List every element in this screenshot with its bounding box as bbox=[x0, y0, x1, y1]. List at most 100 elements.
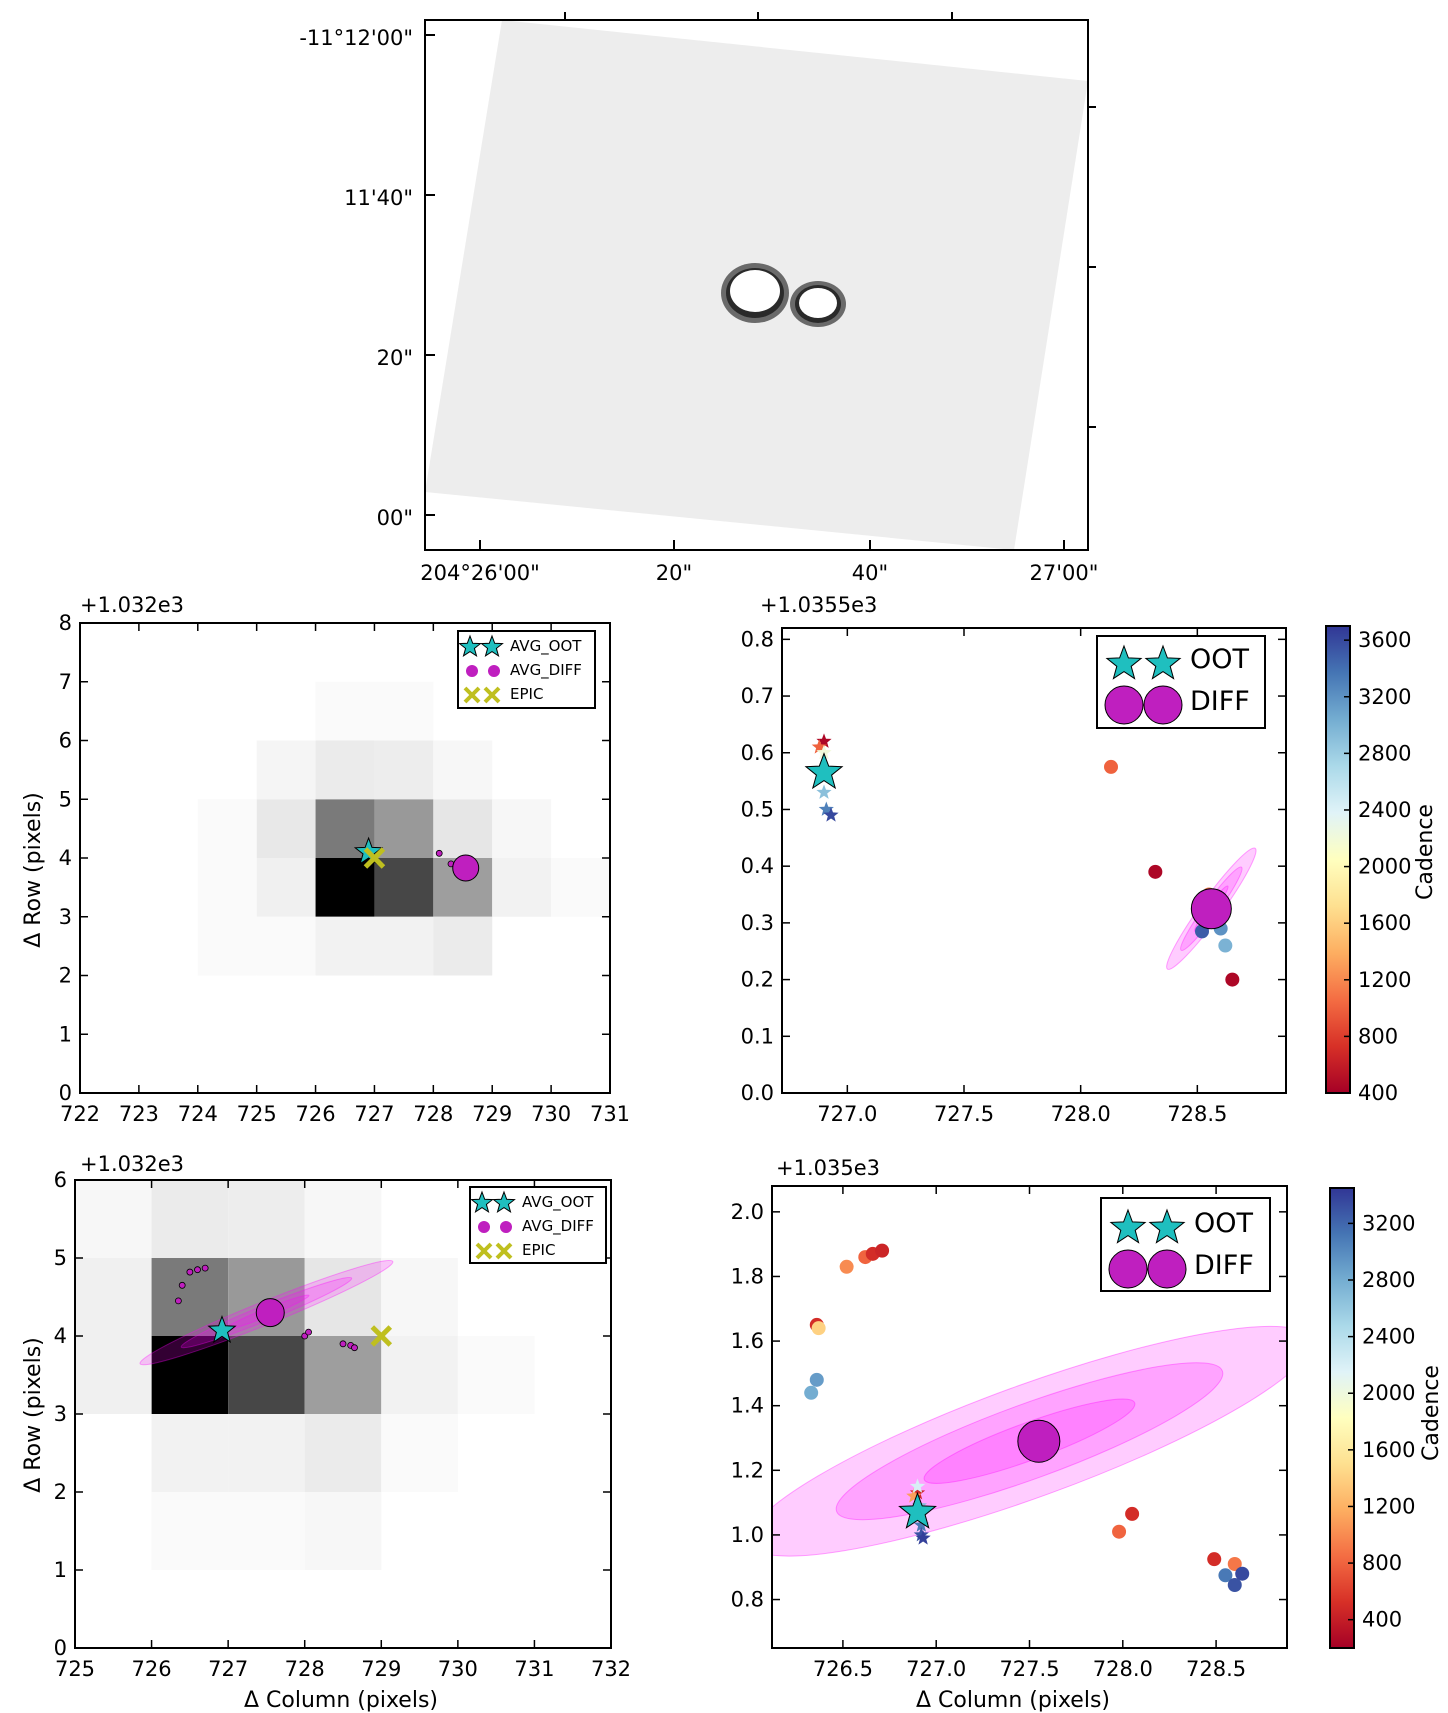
p1-ticks: 722 723 724 725 726 727 728 729 730 731 0 1 2 3 4 5 6 7 8 bbox=[59, 611, 630, 1126]
p3-pixel-cell-14 bbox=[304, 1180, 382, 1258]
p3-pixel-cell-18 bbox=[381, 1414, 458, 1492]
p4-cbar-tick-label-6: 2800 bbox=[1362, 1268, 1415, 1292]
p1-ylabel: Δ Row (pixels) bbox=[21, 792, 46, 947]
p2-ytick-label-3: 0.3 bbox=[741, 911, 774, 935]
p3-pixel-cell-0 bbox=[151, 1336, 229, 1414]
p3-ytick-label-5: 5 bbox=[54, 1246, 67, 1270]
panel-bottom-right: 726.5 727.0 727.5 728.0 728.5 0.8 1.0 1.2 1.4 1.6… bbox=[731, 1156, 1444, 1713]
p3-ytick-label-3: 3 bbox=[54, 1402, 67, 1426]
p4-ytick-label-3: 1.4 bbox=[731, 1394, 764, 1418]
p2-cbar-gradient bbox=[1325, 625, 1351, 1094]
p1-ytick-label-2: 2 bbox=[59, 964, 72, 988]
p3-xtick-label-2: 727 bbox=[208, 1657, 248, 1681]
p2-ticks: 727.0 727.5 728.0 728.5 0.0 0.1 0.2 0.3 0.4 0.5 0.… bbox=[741, 627, 1286, 1126]
p4-diff-point-12 bbox=[1218, 1568, 1233, 1583]
p3-pixel-cell-2 bbox=[304, 1336, 382, 1414]
p1-pixel-cell-12 bbox=[315, 740, 375, 800]
p2-ytick-label-4: 0.4 bbox=[741, 854, 774, 878]
p1-xtick-label-5: 727 bbox=[354, 1102, 394, 1126]
p4-xtick-label-0: 726.5 bbox=[813, 1657, 873, 1681]
p2-axes-frame bbox=[781, 627, 1287, 1094]
p2-oot-mean-star bbox=[804, 752, 844, 790]
p4-diff-point-3 bbox=[875, 1243, 890, 1258]
p1-legend-cross-b-b bbox=[483, 686, 501, 704]
p1-legend-star-b bbox=[480, 634, 504, 658]
p3-xtick-label-1: 726 bbox=[132, 1657, 172, 1681]
p4-cbar-tick-label-1: 800 bbox=[1362, 1551, 1402, 1575]
p2-cbar-tick-label-5: 2400 bbox=[1358, 798, 1411, 822]
p4-oot-point-1 bbox=[906, 1488, 922, 1503]
p1-ytick-label-5: 5 bbox=[59, 787, 72, 811]
p2-ytick-label-2: 0.2 bbox=[741, 968, 774, 992]
p4-legend-icons bbox=[1108, 1208, 1187, 1289]
p4-cbar-tick-label-3: 1600 bbox=[1362, 1438, 1415, 1462]
p2-ytick-label-6: 0.6 bbox=[741, 741, 774, 765]
p2-oot-point-2 bbox=[816, 744, 832, 760]
p3-ytick-label-0: 0 bbox=[54, 1636, 67, 1660]
p2-offset-label: +1.0355e3 bbox=[760, 593, 877, 617]
p2-legend: OOT DIFF bbox=[1096, 635, 1266, 729]
p2-legend-dot-a bbox=[1104, 685, 1144, 725]
p3-pixel-cell-20 bbox=[228, 1492, 305, 1570]
p2-oot-point-5 bbox=[818, 801, 834, 816]
p3-pixel-cell-15 bbox=[151, 1414, 229, 1492]
p1-legend-star-a bbox=[458, 634, 482, 658]
p3-ytick-label-2: 2 bbox=[54, 1480, 67, 1504]
p3-pixel-cell-10 bbox=[304, 1258, 382, 1336]
p1-pixel-cell-15 bbox=[197, 916, 257, 976]
p1-offset-label: +1.032e3 bbox=[80, 593, 184, 617]
p3-oot-star bbox=[207, 1315, 237, 1344]
p3-epic-cross-b bbox=[370, 1325, 393, 1347]
sky-ytick-3: 00" bbox=[377, 506, 413, 530]
p1-ytick-label-7: 7 bbox=[59, 670, 72, 694]
p1-xtick-label-2: 724 bbox=[178, 1102, 218, 1126]
p1-pixel-cell-5 bbox=[551, 858, 610, 917]
p3-diff-point-6 bbox=[305, 1328, 312, 1336]
p4-oot-point-2 bbox=[909, 1478, 926, 1493]
p1-pixel-cell-1 bbox=[315, 858, 375, 917]
p3-pixel-cell-13 bbox=[228, 1180, 305, 1258]
p3-ytick-label-6: 6 bbox=[54, 1168, 67, 1192]
p2-ytick-label-5: 0.5 bbox=[741, 797, 774, 821]
p4-cbar-tick-label-2: 1200 bbox=[1362, 1494, 1415, 1518]
p3-diff-point-7 bbox=[339, 1340, 347, 1348]
sky-ytick-2: 20" bbox=[377, 346, 413, 370]
p1-xtick-label-9: 731 bbox=[590, 1102, 630, 1126]
p4-ticks: 726.5 727.0 727.5 728.0 728.5 0.8 1.0 1.2 1.4 1.6… bbox=[731, 1186, 1287, 1681]
p4-legend-star-a bbox=[1109, 1208, 1147, 1244]
p4-xlabel: Δ Column (pixels) bbox=[916, 1688, 1110, 1713]
p4-diff-point-9 bbox=[1112, 1524, 1127, 1539]
p2-xtick-label-3: 728.5 bbox=[1167, 1102, 1227, 1126]
p2-cbar-tick-label-2: 1200 bbox=[1358, 968, 1411, 992]
p3-pixel-cell-19 bbox=[151, 1492, 229, 1570]
p1-ytick-label-6: 6 bbox=[59, 729, 72, 753]
p2-ytick-label-0: 0.0 bbox=[741, 1081, 774, 1105]
p3-xtick-label-4: 729 bbox=[361, 1657, 401, 1681]
p1-xtick-label-8: 730 bbox=[531, 1102, 571, 1126]
sky-xtick-2: 40" bbox=[852, 561, 888, 585]
p1-pixel-cell-9 bbox=[433, 799, 493, 858]
p3-pixel-cell-6 bbox=[75, 1258, 152, 1336]
p4-oot-point-6 bbox=[915, 1530, 931, 1545]
p1-ytick-label-3: 3 bbox=[59, 905, 72, 929]
p3-diff-point-3 bbox=[194, 1266, 201, 1274]
p3-xtick-label-3: 728 bbox=[285, 1657, 325, 1681]
p3-epic-cross bbox=[370, 1325, 393, 1347]
p4-offset-label: +1.035e3 bbox=[776, 1156, 880, 1180]
p2-diff-point-6 bbox=[1218, 938, 1233, 953]
p1-pixel-cell-18 bbox=[374, 916, 434, 976]
p3-pixel-cell-16 bbox=[228, 1414, 305, 1492]
p4-diff-point-10 bbox=[1207, 1552, 1222, 1567]
p4-diff-mean bbox=[1017, 1419, 1061, 1463]
p2-diff-point-0 bbox=[1104, 759, 1118, 774]
p2-legend-star-a bbox=[1105, 644, 1143, 680]
p3-offset-label: +1.032e3 bbox=[80, 1152, 184, 1176]
p1-epic-cross bbox=[363, 847, 386, 869]
p2-xtick-label-2: 728.0 bbox=[1051, 1102, 1111, 1126]
p4-cbar-gradient bbox=[1329, 1187, 1355, 1649]
p1-pixel-cell-20 bbox=[315, 681, 375, 741]
panel-top-right: 727.0 727.5 728.0 728.5 0.0 0.1 0.2 0.3 0.4 0.5 0.… bbox=[741, 593, 1438, 1126]
p1-pixel-cell-13 bbox=[374, 740, 434, 800]
p3-xtick-label-7: 732 bbox=[591, 1657, 631, 1681]
p4-legend-star-b bbox=[1148, 1208, 1186, 1244]
